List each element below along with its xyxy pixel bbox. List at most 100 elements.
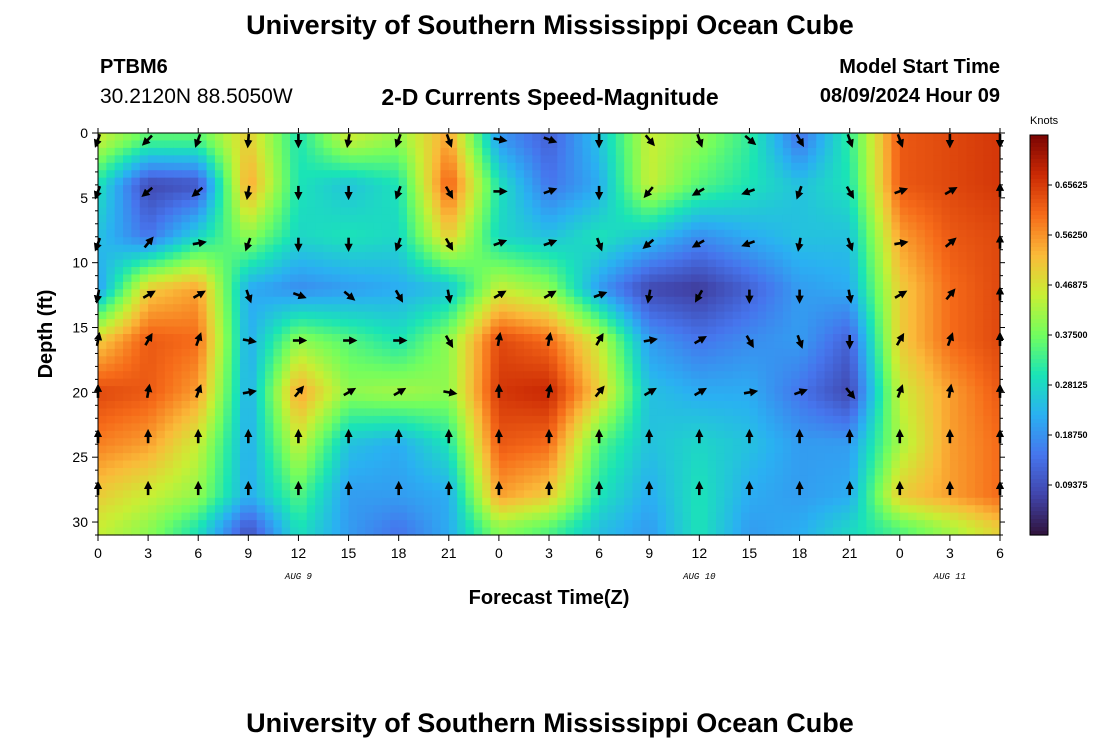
heatmap-cell [373, 453, 383, 462]
heatmap-cell [741, 423, 751, 432]
heatmap-cell [523, 200, 533, 209]
heatmap-cell [465, 415, 475, 424]
heatmap-cell [891, 408, 901, 417]
heatmap-cell [440, 386, 450, 395]
heatmap-cell [565, 274, 575, 283]
heatmap-cell [724, 430, 734, 439]
heatmap-cell [156, 140, 166, 149]
heatmap-cell [381, 378, 391, 387]
heatmap-cell [824, 162, 834, 171]
heatmap-cell [924, 244, 934, 253]
heatmap-cell [98, 200, 107, 209]
heatmap-cell [565, 311, 575, 320]
heatmap-cell [824, 311, 834, 320]
heatmap-cell [340, 177, 350, 186]
heatmap-cell [599, 326, 609, 335]
heatmap-cell [741, 401, 751, 410]
heatmap-cell [991, 415, 1001, 424]
heatmap-cell [206, 133, 216, 142]
heatmap-cell [523, 311, 533, 320]
heatmap-cell [457, 356, 467, 365]
heatmap-cell [841, 214, 851, 223]
heatmap-cell [682, 192, 692, 201]
heatmap-cell [298, 237, 308, 246]
heatmap-cell [348, 371, 358, 380]
heatmap-cell [849, 371, 859, 380]
heatmap-cell [841, 274, 851, 283]
heatmap-cell [181, 274, 191, 283]
heatmap-cell [891, 401, 901, 410]
heatmap-cell [540, 185, 550, 194]
heatmap-cell [949, 408, 959, 417]
heatmap-cell [924, 438, 934, 447]
heatmap-cell [565, 378, 575, 387]
heatmap-cell [924, 348, 934, 357]
heatmap-cell [908, 334, 918, 343]
heatmap-cell [615, 334, 625, 343]
heatmap-cell [799, 140, 809, 149]
heatmap-cell [874, 415, 884, 424]
heatmap-cell [590, 445, 600, 454]
heatmap-cell [448, 348, 458, 357]
heatmap-cell [557, 214, 567, 223]
heatmap-cell [432, 468, 442, 477]
heatmap-cell [173, 334, 183, 343]
heatmap-cell [582, 259, 592, 268]
heatmap-cell [949, 334, 959, 343]
heatmap-cell [532, 281, 542, 290]
heatmap-cell [732, 274, 742, 283]
heatmap-cell [574, 304, 584, 313]
heatmap-cell [858, 341, 867, 350]
heatmap-cell [849, 423, 859, 432]
heatmap-cell [532, 133, 542, 142]
heatmap-cell [256, 393, 266, 402]
heatmap-cell [707, 155, 717, 164]
heatmap-cell [724, 460, 734, 469]
heatmap-cell [440, 363, 450, 372]
heatmap-cell [916, 259, 926, 268]
heatmap-cell [148, 207, 158, 216]
heatmap-cell [958, 356, 968, 365]
heatmap-cell [148, 133, 158, 142]
heatmap-cell [782, 192, 792, 201]
heatmap-cell [674, 237, 684, 246]
heatmap-cell [858, 296, 867, 305]
heatmap-cell [432, 259, 442, 268]
heatmap-cell [615, 229, 625, 238]
heatmap-cell [340, 133, 350, 142]
heatmap-cell [974, 267, 984, 276]
heatmap-cell [966, 281, 976, 290]
heatmap-cell [540, 401, 550, 410]
heatmap-cell [657, 267, 667, 276]
heatmap-cell [615, 311, 625, 320]
heatmap-cell [348, 200, 358, 209]
heatmap-cell [632, 319, 642, 328]
heatmap-cell [791, 252, 801, 261]
heatmap-cell [874, 170, 884, 179]
heatmap-cell [164, 378, 174, 387]
heatmap-cell [874, 348, 884, 357]
heatmap-cell [958, 386, 968, 395]
heatmap-cell [757, 222, 767, 231]
heatmap-cell [298, 401, 308, 410]
heatmap-cell [941, 334, 951, 343]
heatmap-cell [164, 170, 174, 179]
heatmap-cell [173, 192, 183, 201]
heatmap-cell [549, 214, 558, 223]
heatmap-cell [256, 378, 266, 387]
heatmap-cell [407, 348, 416, 357]
heatmap-cell [365, 445, 375, 454]
heatmap-cell [523, 371, 533, 380]
heatmap-cell [624, 281, 634, 290]
heatmap-cell [415, 252, 425, 261]
heatmap-cell [582, 237, 592, 246]
heatmap-cell [657, 200, 667, 209]
heatmap-cell [273, 237, 283, 246]
heatmap-cell [348, 170, 358, 179]
heatmap-cell [724, 311, 734, 320]
heatmap-cell [415, 192, 425, 201]
heatmap-cell [974, 229, 984, 238]
heatmap-cell [448, 356, 458, 365]
heatmap-cell [665, 237, 675, 246]
heatmap-cell [440, 140, 450, 149]
